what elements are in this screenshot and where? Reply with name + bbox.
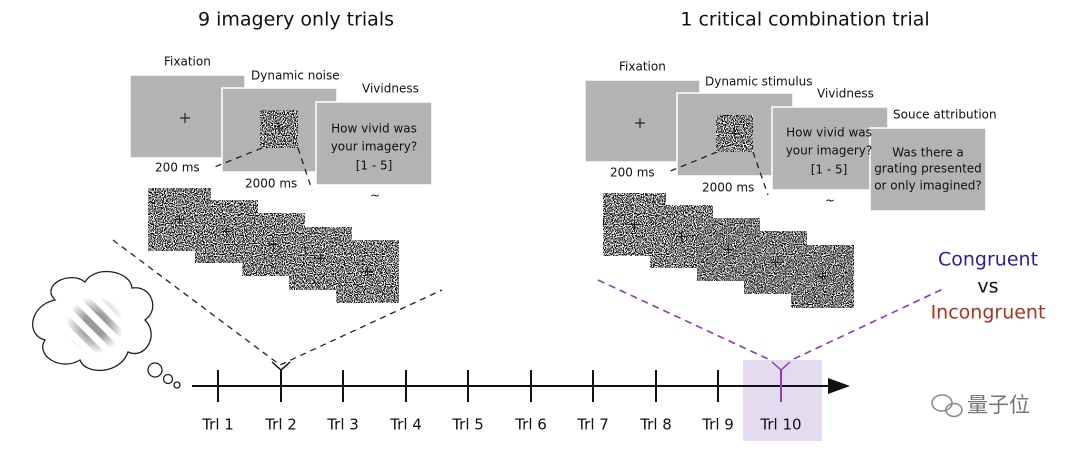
trial-label: Trl 7 <box>576 416 609 434</box>
trial-label: Trl 10 <box>759 416 801 434</box>
screen-label: Dynamic stimulus <box>705 75 813 89</box>
highlight <box>743 360 822 441</box>
duration: 200 ms <box>610 166 655 180</box>
cross <box>629 219 640 230</box>
tilde: ~ <box>370 189 380 203</box>
connector <box>667 151 769 196</box>
duration: 2000 ms <box>245 177 297 191</box>
cross <box>174 214 185 225</box>
watermark-icon <box>931 394 963 418</box>
screen <box>869 127 987 212</box>
screen-text: [1 - 5] <box>811 163 848 177</box>
cross <box>362 266 373 277</box>
cross <box>817 271 828 282</box>
trial-label: Trl 2 <box>264 416 297 434</box>
screen-text: Was there a <box>892 146 963 160</box>
screen <box>315 101 433 186</box>
screen-text: [1 - 5] <box>356 159 393 173</box>
cross <box>723 244 734 255</box>
vs: vs <box>977 276 998 298</box>
screen-label: Fixation <box>619 60 666 74</box>
screen-text: How vivid was <box>331 122 417 136</box>
ticks: Trl 1 Trl 2 Trl 3 Trl 4 Trl 5 Trl 6 Trl 7 Trl 8… <box>201 370 802 434</box>
arrow-head <box>828 378 850 394</box>
screen-label: Vividness <box>362 82 419 96</box>
screen-label: Souce attribution <box>893 108 997 122</box>
screen-label: Dynamic noise <box>251 69 340 83</box>
connector <box>211 147 313 191</box>
watermark: 量子位 <box>967 393 1030 417</box>
duration: 200 ms <box>155 161 200 175</box>
cross <box>729 128 740 139</box>
cross <box>268 239 279 250</box>
left-title: 9 imagery only trials <box>198 9 394 31</box>
tick-fork <box>271 361 291 372</box>
trial-label: Trl 3 <box>326 416 359 434</box>
trial-label: Trl 1 <box>201 416 234 434</box>
screen-label: Vividness <box>817 87 874 101</box>
screen-text: or only imagined? <box>874 179 982 193</box>
congruent: Congruent <box>938 249 1038 271</box>
trial-label: Trl 5 <box>451 416 484 434</box>
cross <box>676 231 687 242</box>
screen <box>771 106 889 191</box>
tilde: ~ <box>825 194 835 208</box>
screen-text: How vivid was <box>786 126 872 140</box>
cross <box>221 226 232 237</box>
cross <box>274 124 284 134</box>
trial-label: Trl 9 <box>701 416 734 434</box>
noise-images <box>148 110 854 308</box>
trial-label: Trl 6 <box>514 416 547 434</box>
incongruent: Incongruent <box>931 302 1046 324</box>
trial-label: Trl 4 <box>389 416 422 434</box>
screen-text: your imagery? <box>786 144 873 158</box>
trial-label: Trl 8 <box>639 416 672 434</box>
fixation-cross <box>180 113 645 128</box>
screen-label: Fixation <box>164 55 211 69</box>
cross <box>770 257 781 268</box>
screen-text: your imagery? <box>331 140 418 154</box>
right-title: 1 critical combination trial <box>680 9 929 31</box>
grating-fade <box>66 296 124 354</box>
duration: 2000 ms <box>702 181 754 195</box>
screen-text: grating presented <box>874 162 982 176</box>
cross <box>315 253 326 264</box>
funnel <box>112 239 443 366</box>
